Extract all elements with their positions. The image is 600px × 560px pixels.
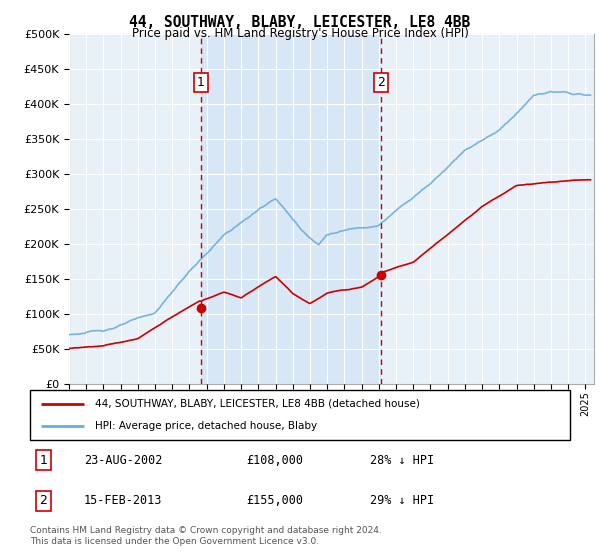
Text: Price paid vs. HM Land Registry's House Price Index (HPI): Price paid vs. HM Land Registry's House … bbox=[131, 27, 469, 40]
Text: £155,000: £155,000 bbox=[246, 494, 303, 507]
Text: Contains HM Land Registry data © Crown copyright and database right 2024.
This d: Contains HM Land Registry data © Crown c… bbox=[30, 526, 382, 546]
Text: 44, SOUTHWAY, BLABY, LEICESTER, LE8 4BB (detached house): 44, SOUTHWAY, BLABY, LEICESTER, LE8 4BB … bbox=[95, 399, 419, 409]
Text: 1: 1 bbox=[197, 76, 205, 89]
Text: 2: 2 bbox=[40, 494, 47, 507]
Text: HPI: Average price, detached house, Blaby: HPI: Average price, detached house, Blab… bbox=[95, 421, 317, 431]
Text: 1: 1 bbox=[40, 454, 47, 467]
Bar bbox=[200, 34, 381, 384]
FancyBboxPatch shape bbox=[30, 390, 570, 440]
Text: 2: 2 bbox=[377, 76, 385, 89]
Text: 29% ↓ HPI: 29% ↓ HPI bbox=[370, 494, 434, 507]
Text: 23-AUG-2002: 23-AUG-2002 bbox=[84, 454, 163, 467]
Text: £108,000: £108,000 bbox=[246, 454, 303, 467]
Text: 15-FEB-2013: 15-FEB-2013 bbox=[84, 494, 163, 507]
Text: 28% ↓ HPI: 28% ↓ HPI bbox=[370, 454, 434, 467]
Text: 44, SOUTHWAY, BLABY, LEICESTER, LE8 4BB: 44, SOUTHWAY, BLABY, LEICESTER, LE8 4BB bbox=[130, 15, 470, 30]
